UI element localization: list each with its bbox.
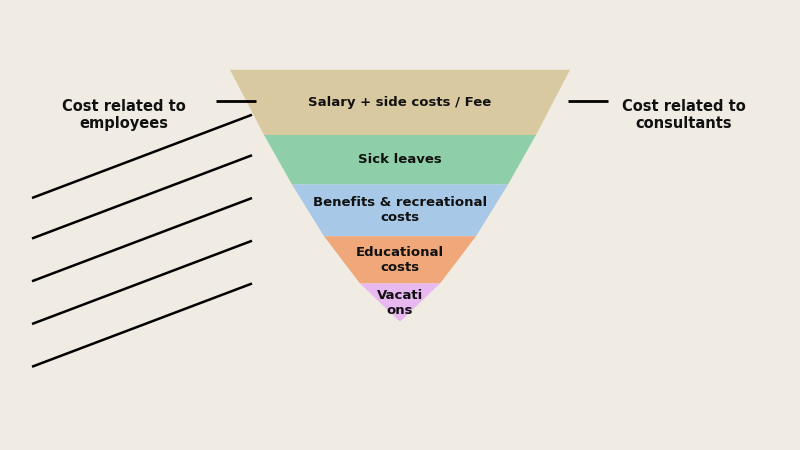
Text: Cost related to
consultants: Cost related to consultants xyxy=(622,99,746,131)
Polygon shape xyxy=(360,284,440,322)
Text: Benefits & recreational
costs: Benefits & recreational costs xyxy=(313,196,487,225)
Polygon shape xyxy=(264,135,536,184)
Text: Sick leaves: Sick leaves xyxy=(358,153,442,166)
Text: Salary + side costs / Fee: Salary + side costs / Fee xyxy=(308,96,492,109)
Text: Cost related to
employees: Cost related to employees xyxy=(62,99,186,131)
Text: Educational
costs: Educational costs xyxy=(356,246,444,274)
Polygon shape xyxy=(292,184,508,236)
Polygon shape xyxy=(324,236,476,284)
Text: Vacati
ons: Vacati ons xyxy=(377,288,423,317)
Polygon shape xyxy=(230,70,570,135)
